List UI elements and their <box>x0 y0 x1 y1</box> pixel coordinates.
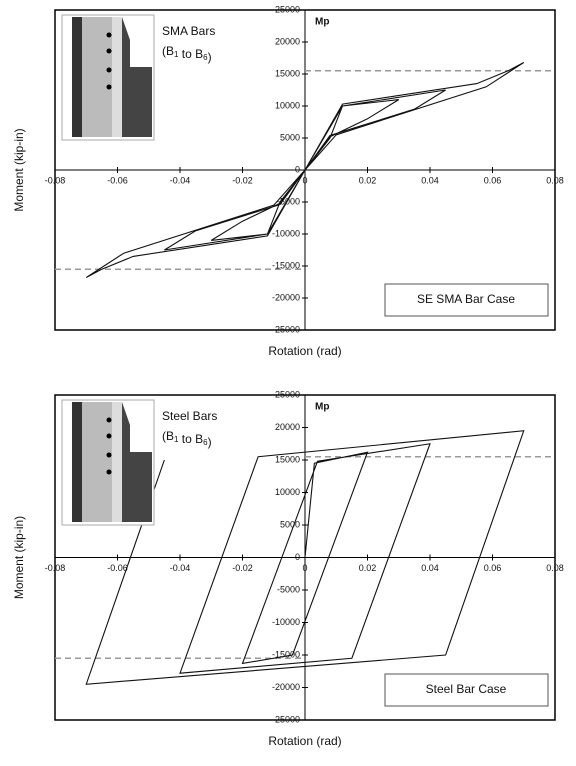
case-label: SE SMA Bar Case <box>417 292 515 306</box>
x-tick-label: 0.02 <box>359 563 377 573</box>
x-tick-label: 0.02 <box>359 175 377 185</box>
chart-panel: -0.08 -0.06 -0.04 -0.02 0 0.02 0.04 0.06 0.08 -25… <box>12 389 564 748</box>
y-tick-label: 15000 <box>275 454 300 464</box>
chart-panel: -0.08 -0.06 -0.04 -0.02 0 0.02 0.04 0.06 0.08 -25… <box>12 4 564 358</box>
y-axis-label: Moment (kip-in) <box>12 128 26 211</box>
figure: -0.08 -0.06 -0.04 -0.02 0 0.02 0.04 0.06 0.08 -25… <box>0 0 576 761</box>
range-label: (B1 to B6) <box>162 429 212 449</box>
x-tick-label: -0.02 <box>232 563 253 573</box>
bar-label: SMA Bars <box>162 24 215 38</box>
y-tick-label: 0 <box>295 164 300 174</box>
y-tick-label: 25000 <box>275 389 300 399</box>
range-label-part: (B <box>162 429 174 443</box>
x-tick-label: 0.04 <box>421 563 439 573</box>
mp-label: Mp <box>315 402 329 413</box>
mp-label: Mp <box>315 17 329 28</box>
inset-bar <box>107 68 112 73</box>
range-label-part: ) <box>208 435 212 449</box>
inset-bar <box>107 470 112 475</box>
x-tick-label: -0.08 <box>45 563 66 573</box>
inset-bar <box>107 434 112 439</box>
y-tick-label: 10000 <box>275 100 300 110</box>
y-tick-label: 0 <box>295 552 300 562</box>
inset-bar <box>107 418 112 423</box>
y-tick-label: -25000 <box>272 324 300 334</box>
y-tick-label: 10000 <box>275 487 300 497</box>
inset-column <box>72 17 82 137</box>
x-tick-label: 0.06 <box>484 563 502 573</box>
x-axis-label: Rotation (rad) <box>268 344 341 358</box>
inset-bar <box>107 33 112 38</box>
x-tick-label: -0.08 <box>45 175 66 185</box>
x-tick-label: 0.04 <box>421 175 439 185</box>
x-tick-label: -0.06 <box>107 175 128 185</box>
x-tick-label: -0.04 <box>170 175 191 185</box>
x-tick-label: -0.04 <box>170 563 191 573</box>
range-label: (B1 to B6) <box>162 44 212 64</box>
y-tick-label: -10000 <box>272 228 300 238</box>
y-tick-label: 15000 <box>275 68 300 78</box>
y-tick-label: -10000 <box>272 617 300 627</box>
y-tick-label: -25000 <box>272 714 300 724</box>
range-label-part: to B <box>178 432 203 446</box>
x-tick-label: 0.08 <box>546 563 564 573</box>
inset-column <box>112 402 122 522</box>
range-label-part: (B <box>162 44 174 58</box>
y-axis-label: Moment (kip-in) <box>12 516 26 599</box>
x-tick-label: 0 <box>302 175 307 185</box>
inset-bar <box>107 85 112 90</box>
x-tick-label: 0 <box>302 563 307 573</box>
bar-label: Steel Bars <box>162 409 217 423</box>
inset-bar <box>107 453 112 458</box>
range-label-part: ) <box>208 50 212 64</box>
y-tick-label: -5000 <box>277 584 300 594</box>
x-tick-label: 0.06 <box>484 175 502 185</box>
range-label-part: to B <box>178 47 203 61</box>
y-tick-label: 20000 <box>275 36 300 46</box>
y-tick-label: -20000 <box>272 682 300 692</box>
x-tick-label: 0.08 <box>546 175 564 185</box>
x-tick-label: -0.02 <box>232 175 253 185</box>
x-tick-label: -0.06 <box>107 563 128 573</box>
y-tick-label: 5000 <box>280 132 300 142</box>
y-tick-label: 20000 <box>275 422 300 432</box>
inset-column <box>112 17 122 137</box>
y-tick-label: -20000 <box>272 292 300 302</box>
case-label: Steel Bar Case <box>426 682 507 696</box>
x-axis-label: Rotation (rad) <box>268 734 341 748</box>
inset-bar <box>107 49 112 54</box>
y-tick-label: 25000 <box>275 4 300 14</box>
y-tick-label: 5000 <box>280 519 300 529</box>
inset-column <box>72 402 82 522</box>
